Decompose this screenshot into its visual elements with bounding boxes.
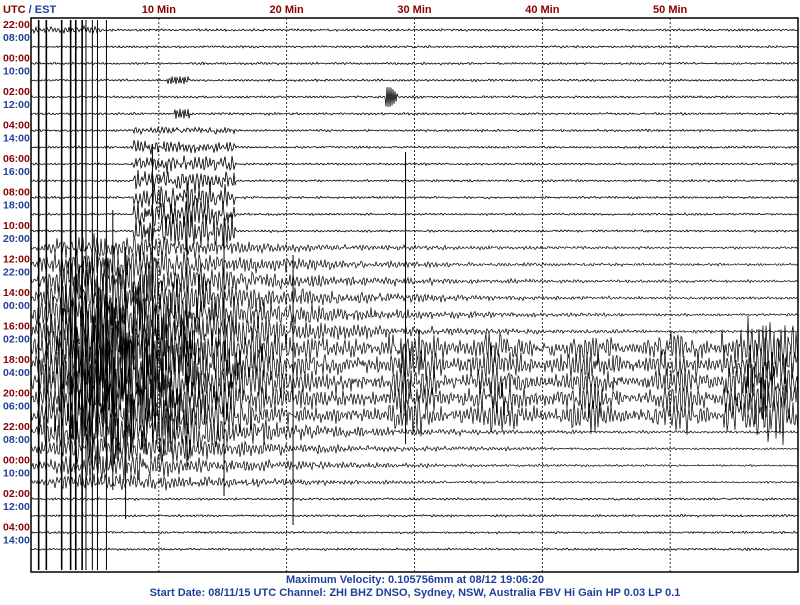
utc-time-label: 18:00 bbox=[3, 354, 30, 366]
max-velocity-caption: Maximum Velocity: 0.105756mm at 08/12 19… bbox=[286, 574, 544, 586]
seismic-trace-21 bbox=[30, 307, 799, 417]
minute-tick-label: 20 Min bbox=[270, 4, 305, 16]
local-time-label: 06:00 bbox=[3, 400, 30, 412]
utc-time-label: 04:00 bbox=[3, 522, 30, 534]
utc-time-label: 16:00 bbox=[3, 321, 30, 333]
local-time-label: 12:00 bbox=[3, 501, 30, 513]
utc-time-label: 08:00 bbox=[3, 187, 30, 199]
utc-time-label: 20:00 bbox=[3, 388, 30, 400]
local-time-label: 12:00 bbox=[3, 99, 30, 111]
minute-tick-labels: 10 Min 20 Min 30 Min 40 Min 50 Min bbox=[142, 4, 688, 16]
seismic-trace-6 bbox=[30, 108, 798, 119]
grid-layer bbox=[158, 18, 671, 572]
utc-time-label: 06:00 bbox=[3, 153, 30, 165]
header-label: UTC / EST bbox=[3, 4, 56, 16]
utc-time-label: 00:00 bbox=[3, 455, 30, 467]
utc-time-label: 22:00 bbox=[3, 421, 30, 433]
local-time-label: 22:00 bbox=[3, 266, 30, 278]
plot-frame bbox=[30, 17, 799, 573]
local-time-label: 10:00 bbox=[3, 467, 30, 479]
local-time-label: 10:00 bbox=[3, 65, 30, 77]
local-time-label: 08:00 bbox=[3, 434, 30, 446]
minute-tick-label: 40 Min bbox=[525, 4, 560, 16]
seismic-trace-32 bbox=[30, 547, 799, 552]
local-time-label: 00:00 bbox=[3, 300, 30, 312]
utc-time-label: 02:00 bbox=[3, 86, 30, 98]
minute-tick-label: 30 Min bbox=[397, 4, 432, 16]
utc-time-label: 10:00 bbox=[3, 220, 30, 232]
seismic-trace-31 bbox=[30, 530, 799, 535]
minute-tick-label: 10 Min bbox=[142, 4, 177, 16]
time-axis-labels: 22:0008:0000:0010:0002:0012:0004:0014:00… bbox=[3, 19, 30, 546]
utc-time-label: 12:00 bbox=[3, 254, 30, 266]
seismic-trace-5 bbox=[30, 87, 799, 108]
seismic-trace-15 bbox=[30, 244, 799, 281]
utc-header-label: UTC bbox=[3, 4, 26, 16]
local-time-label: 02:00 bbox=[3, 333, 30, 345]
local-header-label: EST bbox=[35, 4, 57, 16]
local-time-label: 16:00 bbox=[3, 166, 30, 178]
utc-time-label: 00:00 bbox=[3, 53, 30, 65]
utc-time-label: 14:00 bbox=[3, 287, 30, 299]
utc-time-label: 22:00 bbox=[3, 19, 30, 31]
utc-time-label: 04:00 bbox=[3, 120, 30, 132]
local-time-label: 04:00 bbox=[3, 367, 30, 379]
local-time-label: 20:00 bbox=[3, 233, 30, 245]
utc-time-label: 02:00 bbox=[3, 488, 30, 500]
channel-caption: Start Date: 08/11/15 UTC Channel: ZHI BH… bbox=[150, 587, 681, 599]
local-time-label: 18:00 bbox=[3, 199, 30, 211]
local-time-label: 08:00 bbox=[3, 32, 30, 44]
minute-tick-label: 50 Min bbox=[653, 4, 688, 16]
local-time-label: 14:00 bbox=[3, 534, 30, 546]
local-time-label: 14:00 bbox=[3, 132, 30, 144]
seismic-trace-9 bbox=[30, 155, 799, 174]
header-separator: / bbox=[26, 4, 35, 16]
